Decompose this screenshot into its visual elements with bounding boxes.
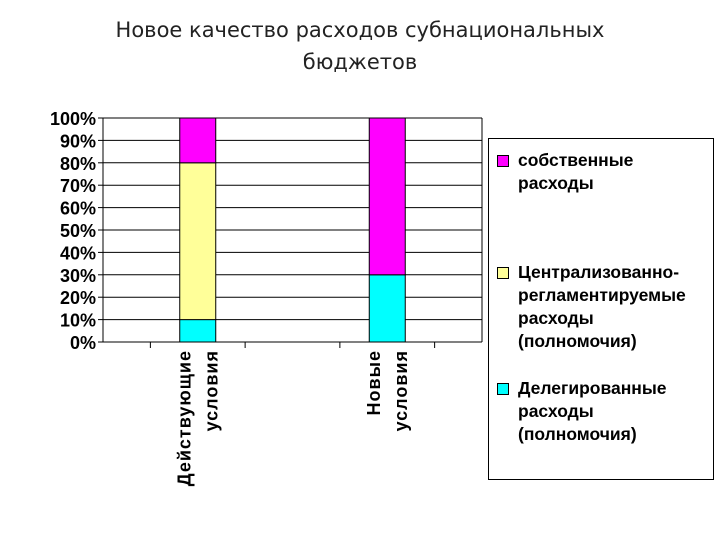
bars [179,117,406,343]
y-tick-label: 100% [50,109,96,129]
axes [98,117,483,348]
slide-title: Новое качество расходов субнациональных … [60,14,660,78]
y-tick-label: 0% [70,333,96,353]
y-tick-label: 40% [60,243,96,263]
bar-segment [368,274,406,343]
legend-entry-centralized-expenses: Централизованно- регламентируемые расход… [497,261,714,353]
tick-labels: 0%10% 20%30% 40%50%60% 70%80% 90%100% Действу… [50,109,411,486]
y-tick-label: 10% [60,311,96,331]
slide-title-line-1: Новое качество расходов субнациональных [115,18,605,42]
legend-entry-delegated-expenses: Делегированные расходы (полномочия) [497,377,714,446]
bar-segment [179,319,217,343]
legend-label-own-expenses: собственные расходы [518,150,634,193]
chart-legend: собственные расходы Централизованно- рег… [488,138,714,480]
legend-swatch-centralized-expenses [497,267,509,279]
y-tick-label: 90% [60,131,96,151]
x-category-label: Действующие условия [174,350,221,486]
legend-entry-own-expenses: собственные расходы [497,149,714,195]
y-tick-label: 20% [60,288,96,308]
legend-label-centralized-expenses: Централизованно- регламентируемые расход… [518,262,686,351]
bar-segment [179,117,217,164]
x-category-label: Новые условия [364,350,411,431]
y-tick-label: 60% [60,199,96,219]
legend-label-delegated-expenses: Делегированные расходы (полномочия) [518,378,667,444]
legend-swatch-delegated-expenses [497,383,509,395]
slide-title-line-2: бюджетов [302,50,418,74]
bar-segment [368,117,406,276]
y-tick-label: 30% [60,266,96,286]
grid-lines [103,117,482,342]
bar-segment [179,162,217,321]
legend-swatch-own-expenses [497,155,509,167]
y-tick-label: 80% [60,154,96,174]
y-tick-label: 70% [60,176,96,196]
y-tick-label: 50% [60,221,96,241]
